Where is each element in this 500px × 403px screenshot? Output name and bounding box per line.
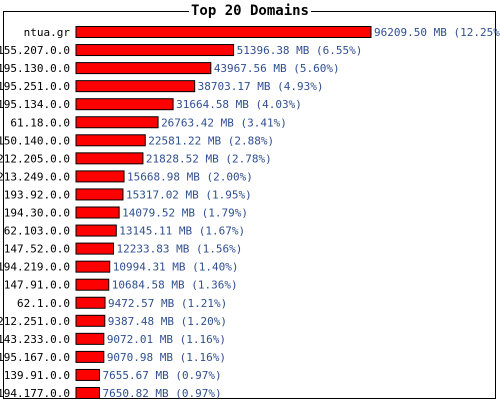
category-label: 147.52.0.0 bbox=[4, 243, 70, 256]
bar bbox=[75, 62, 212, 75]
bar bbox=[75, 314, 106, 327]
bar bbox=[75, 278, 110, 291]
category-label: 193.92.0.0 bbox=[4, 188, 70, 201]
value-label: 14079.52 MB (1.79%) bbox=[122, 207, 248, 220]
value-label: 9072.01 MB (1.16%) bbox=[107, 333, 226, 346]
bar bbox=[75, 206, 120, 219]
value-label: 31664.58 MB (4.03%) bbox=[176, 98, 302, 111]
bar bbox=[75, 387, 100, 399]
bar bbox=[75, 296, 106, 309]
bar bbox=[75, 134, 146, 147]
value-label: 38703.17 MB (4.93%) bbox=[198, 80, 324, 93]
value-label: 12233.83 MB (1.56%) bbox=[117, 243, 243, 256]
category-label: 139.91.0.0 bbox=[4, 369, 70, 382]
category-label: 62.103.0.0 bbox=[4, 225, 70, 238]
category-label: 194.219.0.0 bbox=[0, 261, 70, 274]
bar bbox=[75, 260, 111, 273]
value-label: 96209.50 MB (12.25%) bbox=[374, 26, 500, 39]
category-label: ntua.gr bbox=[24, 26, 71, 39]
value-label: 9070.98 MB (1.16%) bbox=[107, 351, 226, 364]
category-label: 195.167.0.0 bbox=[0, 351, 70, 364]
bar bbox=[75, 224, 117, 237]
value-label: 9472.57 MB (1.21%) bbox=[108, 297, 227, 310]
category-label: 212.251.0.0 bbox=[0, 315, 70, 328]
bar bbox=[75, 98, 174, 111]
bar bbox=[75, 152, 144, 165]
value-label: 9387.48 MB (1.20%) bbox=[108, 315, 227, 328]
category-label: 212.205.0.0 bbox=[0, 152, 70, 165]
bar bbox=[75, 116, 159, 129]
bar bbox=[75, 44, 235, 57]
category-label: 195.130.0.0 bbox=[0, 62, 70, 75]
bar bbox=[75, 368, 100, 381]
category-label: 143.233.0.0 bbox=[0, 333, 70, 346]
value-label: 7650.82 MB (0.97%) bbox=[102, 387, 221, 400]
chart-title: Top 20 Domains bbox=[0, 3, 500, 19]
value-label: 22581.22 MB (2.88%) bbox=[148, 134, 274, 147]
category-label: 147.91.0.0 bbox=[4, 279, 70, 292]
value-label: 15668.98 MB (2.00%) bbox=[127, 170, 253, 183]
value-label: 51396.38 MB (6.55%) bbox=[237, 44, 363, 57]
bar bbox=[75, 170, 125, 183]
value-label: 43967.56 MB (5.60%) bbox=[214, 62, 340, 75]
category-label: 194.177.0.0 bbox=[0, 387, 70, 400]
bar bbox=[75, 26, 372, 38]
category-label: 155.207.0.0 bbox=[0, 44, 70, 57]
value-label: 10684.58 MB (1.36%) bbox=[112, 279, 238, 292]
bar bbox=[75, 350, 105, 363]
category-label: 195.134.0.0 bbox=[0, 98, 70, 111]
category-label: 61.18.0.0 bbox=[10, 116, 70, 129]
category-label: 195.251.0.0 bbox=[0, 80, 70, 93]
chart-title-text: Top 20 Domains bbox=[188, 3, 311, 19]
bar bbox=[75, 80, 196, 93]
value-label: 26763.42 MB (3.41%) bbox=[161, 116, 287, 129]
value-label: 21828.52 MB (2.78%) bbox=[146, 152, 272, 165]
value-label: 13145.11 MB (1.67%) bbox=[119, 225, 245, 238]
category-label: 62.1.0.0 bbox=[17, 297, 70, 310]
bar bbox=[75, 188, 124, 201]
value-label: 10994.31 MB (1.40%) bbox=[113, 261, 239, 274]
category-label: 213.249.0.0 bbox=[0, 170, 70, 183]
value-label: 7655.67 MB (0.97%) bbox=[102, 369, 221, 382]
value-label: 15317.02 MB (1.95%) bbox=[126, 188, 252, 201]
bar bbox=[75, 242, 115, 255]
category-label: 150.140.0.0 bbox=[0, 134, 70, 147]
category-label: 194.30.0.0 bbox=[4, 207, 70, 220]
bar bbox=[75, 332, 105, 345]
